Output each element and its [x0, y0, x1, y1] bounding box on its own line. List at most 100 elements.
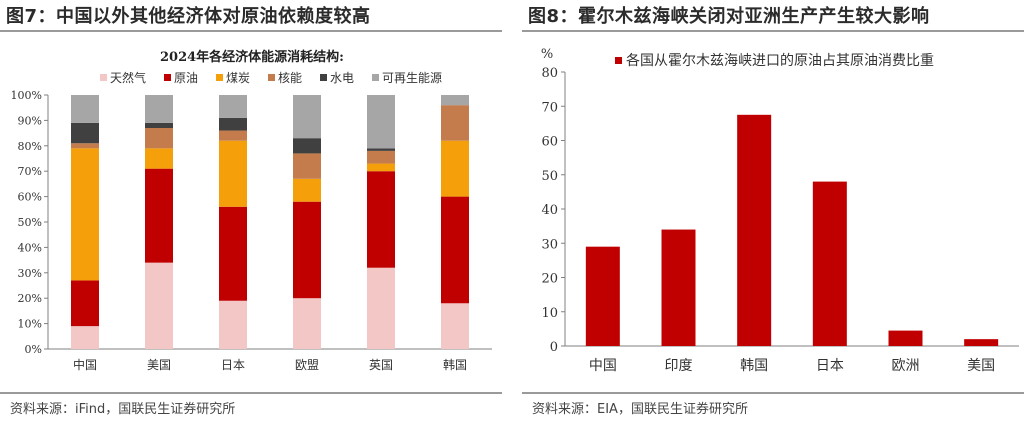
x-tick-label: 欧洲	[892, 358, 920, 374]
right-figure-panel: 图8：霍尔木兹海峡关闭对亚洲生产产生较大影响 % 各国从霍尔木兹海峡进口的原油占其…	[522, 0, 1024, 425]
bar-segment	[441, 95, 469, 106]
bar-segment	[71, 326, 99, 349]
bar-segment	[293, 95, 321, 139]
x-tick-label: 中国	[73, 357, 97, 372]
right-source-rule	[522, 392, 1024, 394]
bar	[964, 339, 999, 346]
legend-swatch	[372, 74, 379, 81]
x-tick-label: 日本	[816, 358, 844, 374]
y-tick-label: 40	[541, 203, 558, 218]
bar	[888, 330, 923, 346]
right-source-note: 资料来源：EIA，国联民生证券研究所	[532, 402, 748, 417]
legend-swatch	[216, 74, 223, 81]
bar-segment	[367, 171, 395, 268]
legend-label: 核能	[278, 71, 302, 85]
legend-label: 煤炭	[226, 71, 250, 85]
y-tick-label: 80%	[18, 140, 42, 153]
legend-label: 可再生能源	[382, 71, 442, 85]
left-title-rule	[0, 30, 502, 32]
bar-segment	[219, 117, 247, 131]
x-tick-label: 美国	[147, 358, 171, 372]
bar-segment	[145, 95, 173, 123]
x-tick-label: 印度	[665, 358, 693, 374]
bar-segment	[293, 178, 321, 202]
x-tick-label: 中国	[589, 358, 617, 374]
left-figure-panel: 图7：中国以外其他经济体对原油依赖度较高 2024年各经济体能源消耗结构: 天然气…	[0, 0, 502, 425]
bar	[661, 229, 696, 346]
y-tick-label: 20	[541, 272, 558, 287]
y-tick-label: 60	[541, 135, 558, 150]
bar-segment	[441, 196, 469, 304]
bar-segment	[145, 262, 173, 349]
bar-segment	[71, 95, 99, 123]
y-tick-label: 50%	[18, 216, 42, 229]
bar-segment	[71, 143, 99, 149]
bar-segment	[219, 130, 247, 141]
bar-segment	[145, 168, 173, 263]
y-axis-unit-label: %	[541, 47, 553, 62]
legend-swatch	[320, 74, 327, 81]
y-tick-label: 100%	[11, 89, 42, 102]
left-source-note: 资料来源：iFind，国联民生证券研究所	[10, 402, 236, 417]
bar-segment	[71, 280, 99, 327]
bar	[737, 114, 772, 346]
y-tick-label: 0%	[25, 343, 42, 356]
right-figure-title: 图8：霍尔木兹海峡关闭对亚洲生产产生较大影响	[528, 6, 930, 27]
bar-segment	[293, 153, 321, 179]
chart-title: 2024年各经济体能源消耗结构:	[160, 49, 344, 65]
y-tick-label: 60%	[18, 191, 42, 204]
x-tick-label: 英国	[369, 358, 393, 372]
legend-label: 水电	[330, 71, 354, 85]
bar	[585, 246, 620, 346]
y-tick-label: 90%	[18, 114, 42, 127]
bar-segment	[219, 206, 247, 301]
x-tick-label: 欧盟	[295, 358, 319, 372]
bar-segment	[293, 138, 321, 154]
y-tick-label: 70	[541, 100, 558, 115]
bar-segment	[219, 95, 247, 118]
bar-segment	[367, 267, 395, 349]
bar-segment	[293, 201, 321, 299]
bar-segment	[367, 150, 395, 164]
left-figure-title: 图7：中国以外其他经济体对原油依赖度较高	[6, 6, 371, 27]
y-tick-label: 50	[541, 169, 558, 184]
legend-swatch	[615, 57, 622, 64]
stacked-energy-chart: 2024年各经济体能源消耗结构: 天然气 原油 煤炭 核能 水电 可再生能源 0% 10% 20%…	[11, 49, 492, 372]
y-tick-label: 10%	[18, 318, 42, 331]
bar-segment	[441, 105, 469, 141]
y-tick-label: 20%	[18, 292, 42, 305]
bar-segment	[367, 148, 395, 151]
x-tick-label: 日本	[221, 358, 245, 372]
y-tick-label: 10	[541, 306, 558, 321]
y-tick-label: 0	[550, 340, 558, 355]
y-tick-label: 30%	[18, 267, 42, 280]
bar-segment	[441, 140, 469, 197]
x-tick-label: 美国	[967, 358, 995, 374]
bar-segment	[441, 303, 469, 349]
bar-segment	[367, 163, 395, 172]
right-title-rule	[522, 30, 1024, 32]
bar-segment	[367, 95, 395, 149]
x-tick-label: 韩国	[443, 357, 467, 372]
legend-swatch	[100, 74, 107, 81]
legend-swatch	[268, 74, 275, 81]
bar-segment	[145, 128, 173, 149]
hormuz-share-chart: % 各国从霍尔木兹海峡进口的原油占其原油消费比重 0 10 20 30 40 50 60 70 80…	[541, 47, 1019, 374]
y-tick-label: 30	[541, 237, 558, 252]
left-source-rule	[0, 392, 502, 394]
legend-swatch	[164, 74, 171, 81]
legend-label: 天然气	[110, 70, 146, 85]
bar-segment	[219, 300, 247, 349]
y-tick-label: 70%	[18, 165, 42, 178]
y-tick-label: 40%	[18, 241, 42, 254]
bar-segment	[71, 148, 99, 281]
bar-segment	[219, 140, 247, 207]
bar-segment	[145, 148, 173, 169]
x-tick-label: 韩国	[740, 358, 768, 374]
bar-segment	[145, 122, 173, 129]
y-tick-label: 80	[541, 66, 558, 81]
legend-label: 各国从霍尔木兹海峡进口的原油占其原油消费比重	[626, 53, 934, 69]
bar-segment	[71, 122, 99, 144]
bar	[812, 181, 847, 346]
legend-label: 原油	[174, 71, 198, 85]
